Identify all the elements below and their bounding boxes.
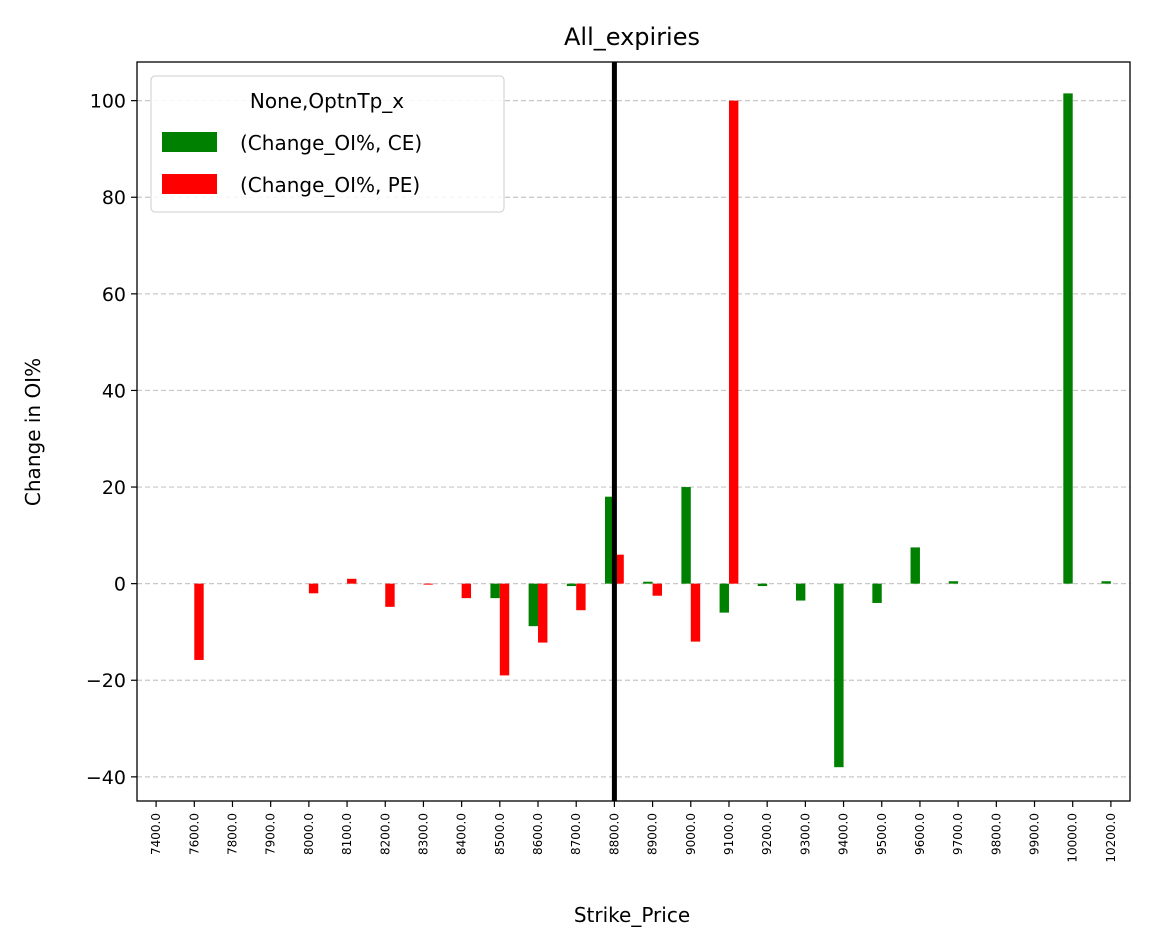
y-tick-label: 60: [102, 284, 126, 306]
bar-pe: [690, 583, 701, 642]
bar-ce: [910, 547, 920, 584]
bar-pe: [347, 578, 357, 584]
bar-pe: [614, 554, 624, 584]
bar-pe: [652, 583, 662, 596]
x-tick-label: 8800.0: [607, 813, 621, 855]
bar-pe: [576, 583, 586, 611]
bar-pe: [308, 583, 319, 594]
bar-ce: [948, 581, 959, 584]
bar-pe: [499, 583, 510, 676]
x-tick-label: 9000.0: [684, 813, 698, 855]
bar-ce: [643, 581, 653, 584]
x-tick-label: 9200.0: [760, 813, 774, 855]
legend-title: None,OptnTp_x: [250, 89, 404, 113]
x-tick-label: 8300.0: [416, 813, 430, 855]
x-tick-label: 8600.0: [531, 813, 545, 855]
y-tick-label: −40: [86, 767, 126, 789]
x-tick-label: 9900.0: [1028, 813, 1042, 855]
x-tick-label: 7400.0: [149, 813, 163, 855]
x-tick-label: 9600.0: [913, 813, 927, 855]
bar-ce: [605, 496, 615, 584]
y-tick-label: 100: [90, 91, 126, 113]
x-tick-label: 7900.0: [264, 813, 278, 855]
y-tick-label: 80: [102, 187, 126, 209]
x-tick-label: 7600.0: [187, 813, 201, 855]
legend-swatch-pe: [162, 174, 217, 194]
y-axis-label: Change in OI%: [21, 358, 45, 506]
bar-ce: [566, 583, 577, 587]
bar-ce: [681, 487, 691, 584]
y-tick-label: −20: [86, 670, 126, 692]
bar-pe: [385, 583, 395, 607]
x-axis: 7400.0 7600.0 7800.0 7900.0 8000.0 8100.0 8200…: [149, 801, 1118, 863]
bar-pe: [728, 100, 739, 584]
bar-ce: [1063, 93, 1073, 584]
y-tick-label: 20: [102, 477, 126, 499]
x-tick-label: 8700.0: [569, 813, 583, 855]
bar-pe: [538, 583, 548, 643]
y-tick-label: 40: [102, 380, 126, 402]
legend-label-ce: (Change_OI%, CE): [240, 131, 422, 155]
x-tick-label: 8400.0: [455, 813, 469, 855]
bar-ce: [719, 583, 729, 613]
plot-frame: [136, 61, 1131, 802]
bar-ce: [1101, 581, 1111, 584]
x-tick-label: 8100.0: [340, 813, 354, 855]
legend: None,OptnTp_x (Change_OI%, CE) (Change_O…: [150, 75, 505, 213]
x-tick-label: 10200.0: [1104, 813, 1118, 863]
bar-ce: [490, 583, 500, 599]
bar-pe: [461, 583, 472, 599]
x-tick-label: 8500.0: [493, 813, 507, 855]
bar-ce: [528, 583, 539, 627]
x-tick-label: 9400.0: [837, 813, 851, 855]
x-tick-label: 7800.0: [225, 813, 239, 855]
y-tick-label: 0: [114, 574, 126, 596]
x-axis-label: Strike_Price: [574, 903, 690, 927]
x-tick-label: 8200.0: [378, 813, 392, 855]
chart-title: All_expiries: [564, 23, 700, 51]
x-tick-label: 9700.0: [951, 813, 965, 855]
legend-box: [150, 75, 505, 213]
bar-ce: [834, 583, 844, 768]
x-tick-label: 8000.0: [302, 813, 316, 855]
x-tick-label: 10000.0: [1066, 813, 1080, 863]
y-axis: −40 −20 0 20 40 60 80 100: [86, 91, 137, 789]
x-tick-label: 9800.0: [989, 813, 1003, 855]
bar-ce: [795, 583, 806, 601]
legend-label-pe: (Change_OI%, PE): [240, 173, 420, 197]
bar-pe: [194, 583, 204, 660]
x-tick-label: 8900.0: [646, 813, 660, 855]
grid-lines: [137, 100, 1130, 778]
legend-swatch-ce: [162, 132, 217, 152]
bar-ce: [872, 583, 882, 603]
x-tick-label: 9300.0: [798, 813, 812, 855]
x-tick-label: 9100.0: [722, 813, 736, 855]
x-tick-label: 9500.0: [875, 813, 889, 855]
bar-ce: [757, 583, 768, 587]
bars: [194, 93, 1111, 768]
bar-pe: [423, 583, 433, 585]
